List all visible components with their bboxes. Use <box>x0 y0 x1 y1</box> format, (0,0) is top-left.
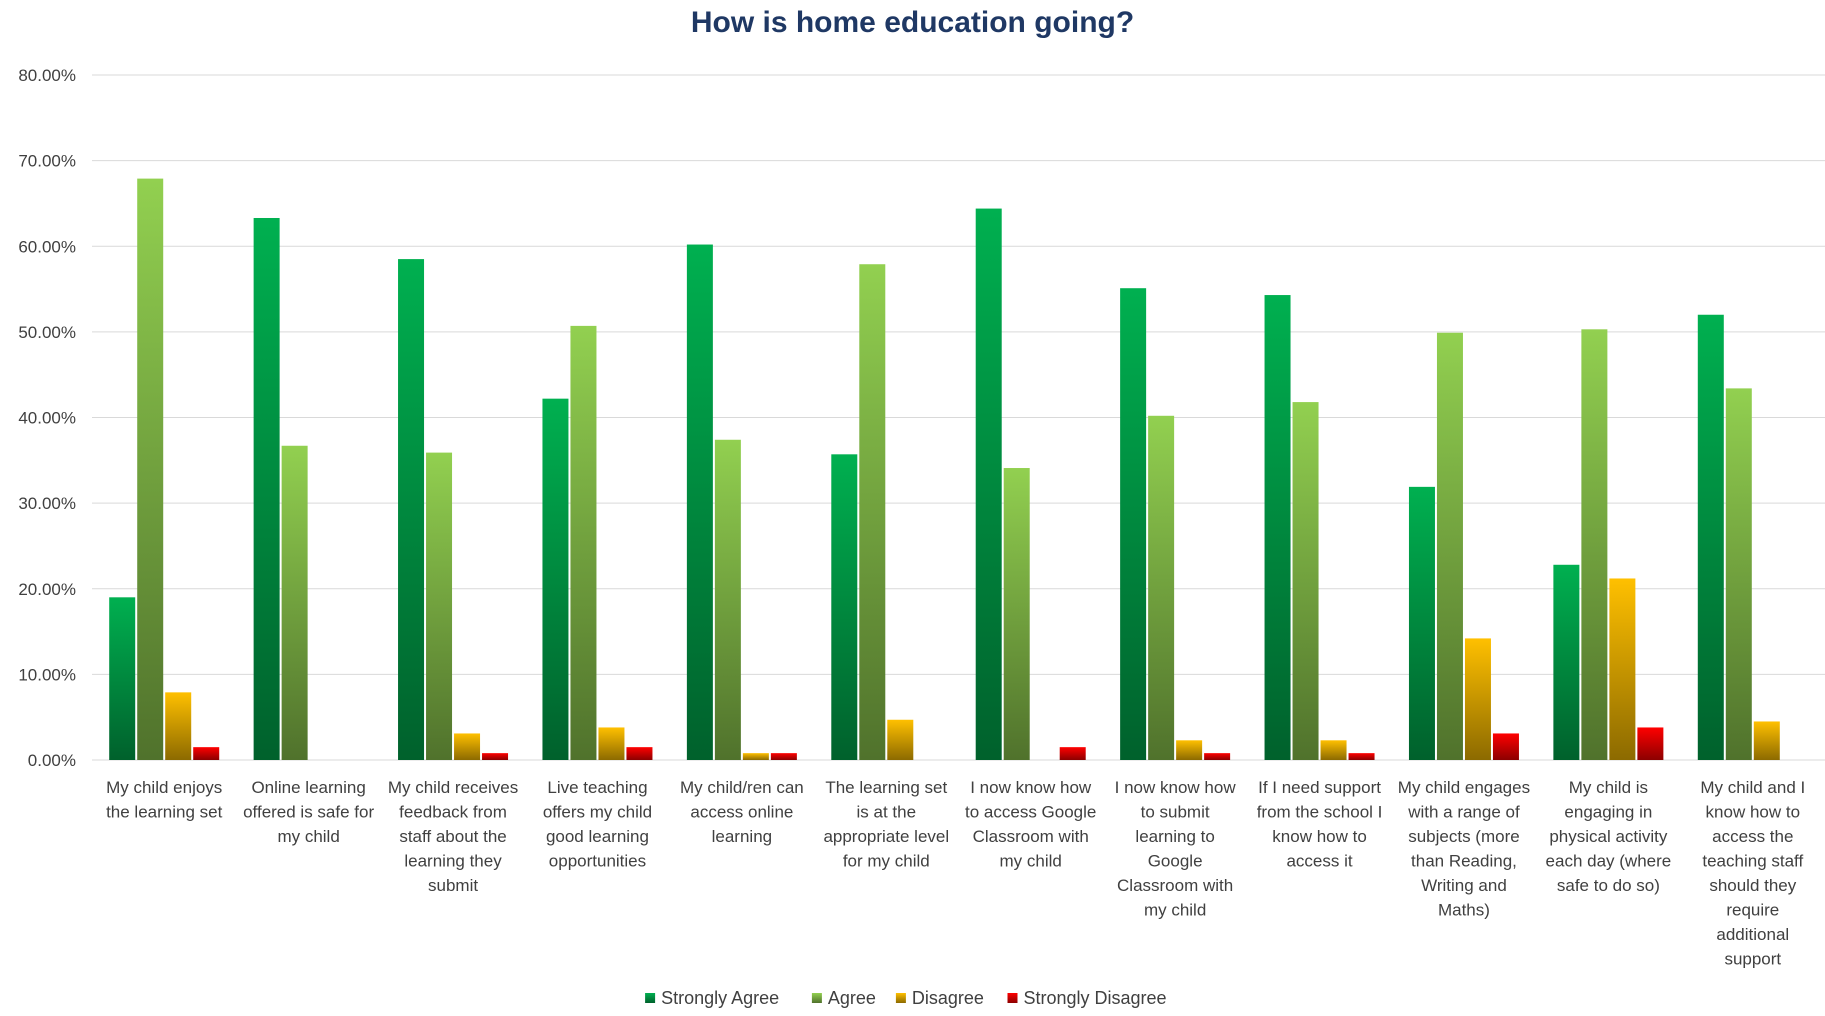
legend-swatch <box>645 993 656 1003</box>
bar-disagree <box>1464 638 1491 760</box>
bar-agree <box>1436 332 1463 760</box>
legend-label: Strongly Disagree <box>1024 988 1167 1008</box>
bar-agree <box>137 178 164 760</box>
x-category-label: I now know how to submit learning to Google… <box>1115 778 1237 920</box>
bar-agree <box>570 325 597 760</box>
x-category-label: I now know how to access Google Classroom … <box>965 778 1096 871</box>
legend-label: Agree <box>828 988 876 1008</box>
y-tick-label: 50.00% <box>18 323 76 342</box>
y-tick-label: 60.00% <box>18 237 76 256</box>
bar-strongly-disagree <box>1059 747 1086 760</box>
bar-strongly-agree <box>1553 564 1580 760</box>
bar-strongly-agree <box>253 217 280 760</box>
legend-item: Strongly Agree <box>645 988 779 1008</box>
bar-agree <box>1003 468 1030 760</box>
y-tick-label: 0.00% <box>28 751 76 770</box>
y-tick-label: 10.00% <box>18 665 76 684</box>
bar-agree <box>714 439 741 760</box>
y-axis-tick-labels: 0.00% 10.00% 20.00% 30.00% 40.00% 50.00% 60.00… <box>18 66 76 770</box>
bar-strongly-agree <box>398 259 425 760</box>
bar-strongly-disagree <box>482 753 509 760</box>
y-tick-label: 40.00% <box>18 409 76 428</box>
y-tick-label: 20.00% <box>18 580 76 599</box>
legend-swatch <box>1007 993 1018 1003</box>
bar-strongly-disagree <box>1348 753 1375 760</box>
y-tick-label: 30.00% <box>18 494 76 513</box>
bar-strongly-agree <box>975 208 1002 760</box>
bar-strongly-agree <box>1264 295 1291 760</box>
legend-item: Strongly Disagree <box>1007 988 1167 1008</box>
gridlines <box>92 74 1825 761</box>
bar-agree <box>281 445 308 760</box>
bar-agree <box>1581 329 1608 760</box>
legend-label: Disagree <box>912 988 984 1008</box>
bar-strongly-agree <box>1697 314 1724 760</box>
bar-strongly-disagree <box>770 753 797 760</box>
bar-disagree <box>1176 740 1203 760</box>
x-category-label: Online learning offered is safe for my chi… <box>243 778 374 846</box>
legend-swatch <box>895 993 906 1003</box>
legend-item: Agree <box>811 988 876 1008</box>
x-category-label: My child is engaging in physical activity e… <box>1546 778 1672 895</box>
x-category-label: My child/ren can access online learning <box>680 778 804 846</box>
bar-strongly-agree <box>109 597 136 760</box>
bar-agree <box>859 264 886 760</box>
bar-agree <box>1292 402 1319 760</box>
bar-strongly-agree <box>686 244 713 761</box>
legend-label: Strongly Agree <box>661 988 779 1008</box>
chart-title: How is home education going? <box>690 6 1135 39</box>
bar-agree <box>1725 388 1752 760</box>
bar-disagree <box>1753 721 1780 760</box>
bar-disagree <box>742 753 769 760</box>
y-tick-label: 70.00% <box>18 152 76 171</box>
x-category-label: My child engages with a range of subjects … <box>1398 778 1530 920</box>
bar-strongly-disagree <box>1492 733 1519 760</box>
bar-strongly-disagree <box>626 747 653 760</box>
bar-agree <box>1148 415 1175 760</box>
bar-strongly-agree <box>1408 486 1435 760</box>
x-category-label: My child enjoys the learning set <box>106 778 223 822</box>
bar-disagree <box>1320 740 1347 760</box>
bar-strongly-disagree <box>1637 727 1664 760</box>
bar-disagree <box>165 692 192 760</box>
bar-strongly-agree <box>1120 288 1147 760</box>
bars <box>109 178 1780 761</box>
x-category-label: Live teaching offers my child good learnin… <box>543 778 652 871</box>
bar-strongly-disagree <box>193 747 220 760</box>
bar-agree <box>426 452 453 760</box>
bar-disagree <box>598 727 625 760</box>
y-tick-label: 80.00% <box>18 66 76 85</box>
x-category-label: My child receives feedback from staff abou… <box>388 778 518 895</box>
legend-swatch <box>811 993 822 1003</box>
legend-item: Disagree <box>895 988 984 1008</box>
bar-strongly-agree <box>542 398 569 760</box>
bar-strongly-agree <box>831 454 858 760</box>
x-axis-category-labels: My child enjoys the learning set Online le… <box>106 778 1805 969</box>
x-category-label: The learning set is at the appropriate lev… <box>823 778 949 871</box>
bar-strongly-disagree <box>1204 753 1231 760</box>
bar-disagree <box>454 733 481 760</box>
bar-disagree <box>887 719 914 760</box>
bar-disagree <box>1609 578 1636 760</box>
legend: Strongly Agree Agree Disagree Strongly Disa… <box>645 988 1167 1008</box>
